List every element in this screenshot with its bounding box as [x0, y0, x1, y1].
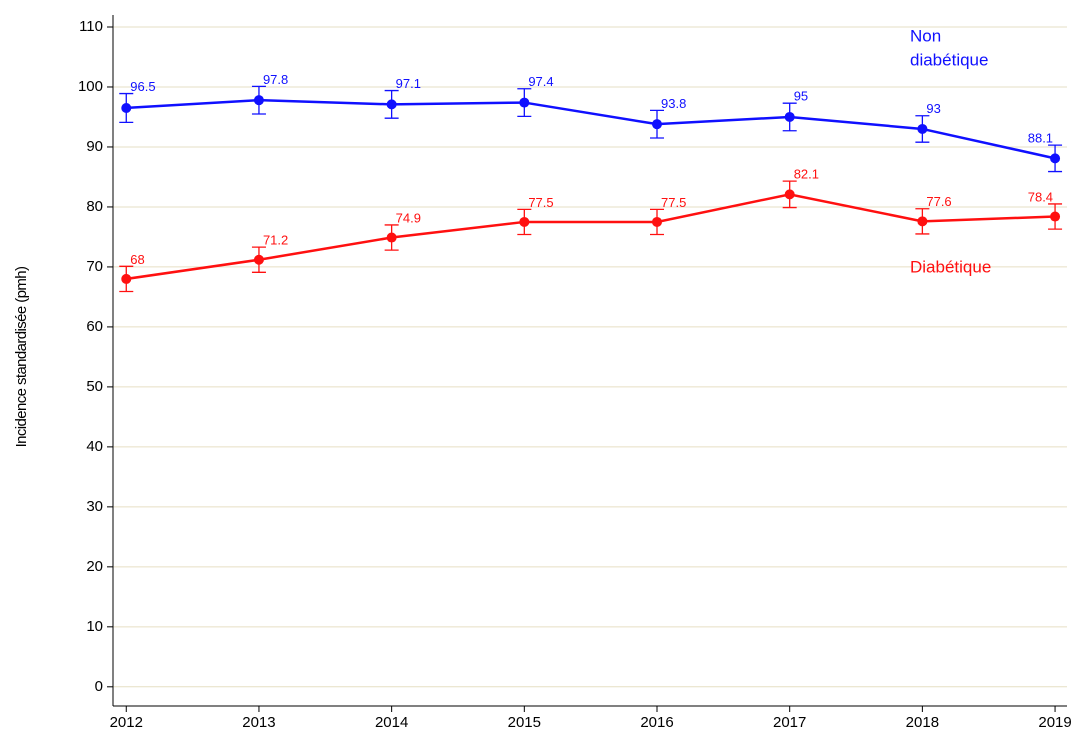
y-tick-label: 50 [86, 378, 103, 395]
marker [917, 216, 928, 227]
marker [253, 254, 264, 265]
y-tick-label: 40 [86, 438, 103, 455]
x-tick-label: 2015 [508, 714, 541, 731]
marker [784, 189, 795, 200]
y-tick-label: 90 [86, 138, 103, 155]
y-tick-label: 80 [86, 198, 103, 215]
data-label: 96.5 [130, 79, 155, 94]
x-tick-label: 2019 [1038, 714, 1071, 731]
annotation: Non [910, 26, 941, 45]
y-tick-label: 110 [79, 18, 103, 35]
series-line [126, 193, 1056, 281]
x-tick-label: 2016 [640, 714, 673, 731]
marker [784, 111, 795, 122]
marker [121, 273, 132, 284]
data-label: 77.5 [661, 195, 686, 210]
annotation: Diabétique [910, 257, 991, 276]
y-tick-label: 30 [86, 498, 103, 515]
x-tick-label: 2018 [906, 714, 939, 731]
marker [121, 102, 132, 113]
data-label: 95 [794, 89, 808, 104]
data-label: 88.1 [1028, 131, 1053, 146]
annotation: diabétique [910, 50, 988, 69]
marker [519, 97, 530, 108]
data-label: 93 [926, 101, 940, 116]
marker [386, 232, 397, 243]
marker [253, 95, 264, 106]
data-label: 97.1 [396, 76, 421, 91]
y-tick-label: 100 [78, 78, 103, 95]
marker [519, 216, 530, 227]
marker [652, 119, 663, 130]
y-axis-label: Incidence standardisée (pmh) [13, 266, 30, 447]
marker [1050, 153, 1061, 164]
data-label: 97.4 [528, 74, 553, 89]
marker [386, 99, 397, 110]
data-label: 71.2 [263, 233, 288, 248]
data-label: 93.8 [661, 96, 686, 111]
data-label: 68 [130, 252, 144, 267]
series-line [126, 98, 1056, 160]
data-label: 74.9 [396, 210, 421, 225]
y-tick-label: 70 [86, 258, 103, 275]
data-label: 77.6 [926, 194, 951, 209]
y-tick-label: 60 [86, 318, 103, 335]
data-label: 77.5 [528, 195, 553, 210]
x-tick-label: 2014 [375, 714, 408, 731]
data-label: 97.8 [263, 72, 288, 87]
data-label: 82.1 [794, 167, 819, 182]
marker [1050, 211, 1061, 222]
marker [652, 216, 663, 227]
x-tick-label: 2017 [773, 714, 806, 731]
y-tick-label: 0 [95, 678, 103, 695]
x-tick-label: 2013 [242, 714, 275, 731]
y-tick-label: 10 [86, 618, 103, 635]
x-tick-label: 2012 [110, 714, 143, 731]
marker [917, 123, 928, 134]
data-label: 78.4 [1028, 189, 1053, 204]
y-tick-label: 20 [86, 558, 103, 575]
